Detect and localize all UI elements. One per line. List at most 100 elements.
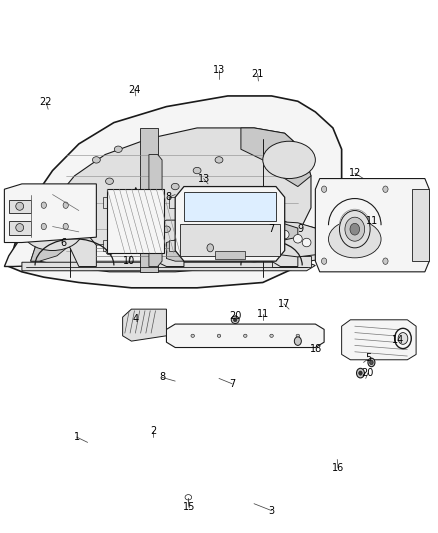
Polygon shape: [180, 224, 280, 256]
Text: 13: 13: [213, 66, 225, 75]
Ellipse shape: [250, 189, 258, 195]
Text: 24: 24: [129, 85, 141, 94]
Polygon shape: [107, 189, 164, 253]
Polygon shape: [9, 221, 31, 235]
Text: 7: 7: [229, 379, 235, 389]
Ellipse shape: [207, 244, 214, 252]
Text: 8: 8: [159, 373, 165, 382]
Ellipse shape: [41, 202, 46, 208]
Text: 1: 1: [74, 432, 80, 442]
Ellipse shape: [106, 178, 113, 184]
Ellipse shape: [383, 186, 388, 192]
Ellipse shape: [171, 183, 179, 190]
Ellipse shape: [244, 334, 247, 337]
Polygon shape: [175, 187, 285, 261]
Ellipse shape: [150, 245, 157, 252]
Ellipse shape: [321, 258, 327, 264]
Polygon shape: [9, 200, 31, 213]
Text: 13: 13: [198, 174, 210, 183]
Ellipse shape: [350, 223, 360, 235]
Ellipse shape: [229, 246, 236, 253]
Text: 5: 5: [366, 353, 372, 363]
Ellipse shape: [228, 199, 236, 206]
Ellipse shape: [84, 189, 92, 195]
Polygon shape: [215, 251, 245, 259]
Ellipse shape: [370, 360, 373, 365]
Polygon shape: [149, 155, 162, 266]
Ellipse shape: [357, 368, 364, 378]
Ellipse shape: [328, 221, 381, 258]
Ellipse shape: [127, 231, 135, 238]
Text: 22: 22: [40, 98, 52, 107]
Ellipse shape: [41, 223, 46, 230]
Polygon shape: [228, 220, 298, 240]
Ellipse shape: [16, 203, 24, 211]
Ellipse shape: [162, 226, 170, 232]
Ellipse shape: [233, 318, 237, 322]
Polygon shape: [79, 240, 285, 261]
Text: 2: 2: [150, 426, 156, 435]
Polygon shape: [241, 128, 311, 187]
Text: 16: 16: [332, 463, 344, 473]
Polygon shape: [140, 128, 158, 272]
Polygon shape: [184, 243, 315, 262]
Polygon shape: [4, 220, 333, 266]
Polygon shape: [22, 262, 315, 271]
Ellipse shape: [359, 371, 362, 375]
Ellipse shape: [302, 238, 311, 247]
Ellipse shape: [293, 235, 302, 243]
Polygon shape: [158, 220, 184, 266]
Ellipse shape: [193, 167, 201, 174]
Polygon shape: [166, 240, 184, 261]
Ellipse shape: [114, 146, 122, 152]
Text: 7: 7: [268, 224, 275, 234]
Polygon shape: [169, 240, 182, 251]
Polygon shape: [9, 96, 342, 288]
Ellipse shape: [395, 328, 411, 349]
Polygon shape: [31, 219, 88, 261]
Polygon shape: [263, 221, 328, 257]
Ellipse shape: [294, 337, 301, 345]
Polygon shape: [31, 128, 311, 272]
Text: 10: 10: [123, 256, 135, 266]
Text: 15: 15: [183, 503, 195, 512]
Polygon shape: [272, 256, 311, 266]
Text: 11: 11: [257, 310, 269, 319]
Polygon shape: [53, 223, 96, 266]
Polygon shape: [342, 320, 416, 360]
Polygon shape: [4, 184, 96, 243]
Ellipse shape: [191, 334, 194, 337]
Ellipse shape: [280, 230, 289, 239]
Text: 20: 20: [362, 368, 374, 378]
Text: 14: 14: [392, 335, 404, 345]
Ellipse shape: [263, 141, 315, 179]
Ellipse shape: [398, 333, 408, 344]
Ellipse shape: [270, 334, 273, 337]
Text: 8: 8: [166, 192, 172, 202]
Text: 12: 12: [349, 168, 361, 178]
Polygon shape: [315, 179, 429, 272]
Polygon shape: [412, 189, 429, 261]
Text: 20: 20: [229, 311, 241, 320]
Ellipse shape: [321, 186, 327, 192]
Text: 9: 9: [297, 224, 303, 234]
Ellipse shape: [207, 246, 214, 253]
Text: 11: 11: [366, 216, 378, 226]
Ellipse shape: [22, 208, 83, 251]
Polygon shape: [184, 192, 276, 221]
Ellipse shape: [339, 211, 370, 248]
Ellipse shape: [184, 226, 192, 232]
Polygon shape: [103, 197, 116, 208]
Text: 4: 4: [133, 314, 139, 324]
Ellipse shape: [296, 334, 300, 337]
Polygon shape: [263, 221, 298, 266]
Text: 17: 17: [278, 299, 290, 309]
Ellipse shape: [16, 224, 24, 232]
Ellipse shape: [217, 334, 221, 337]
Polygon shape: [166, 324, 324, 348]
Polygon shape: [123, 309, 166, 341]
Ellipse shape: [215, 157, 223, 163]
Polygon shape: [103, 240, 116, 251]
Text: 6: 6: [60, 238, 67, 247]
Ellipse shape: [128, 246, 135, 253]
